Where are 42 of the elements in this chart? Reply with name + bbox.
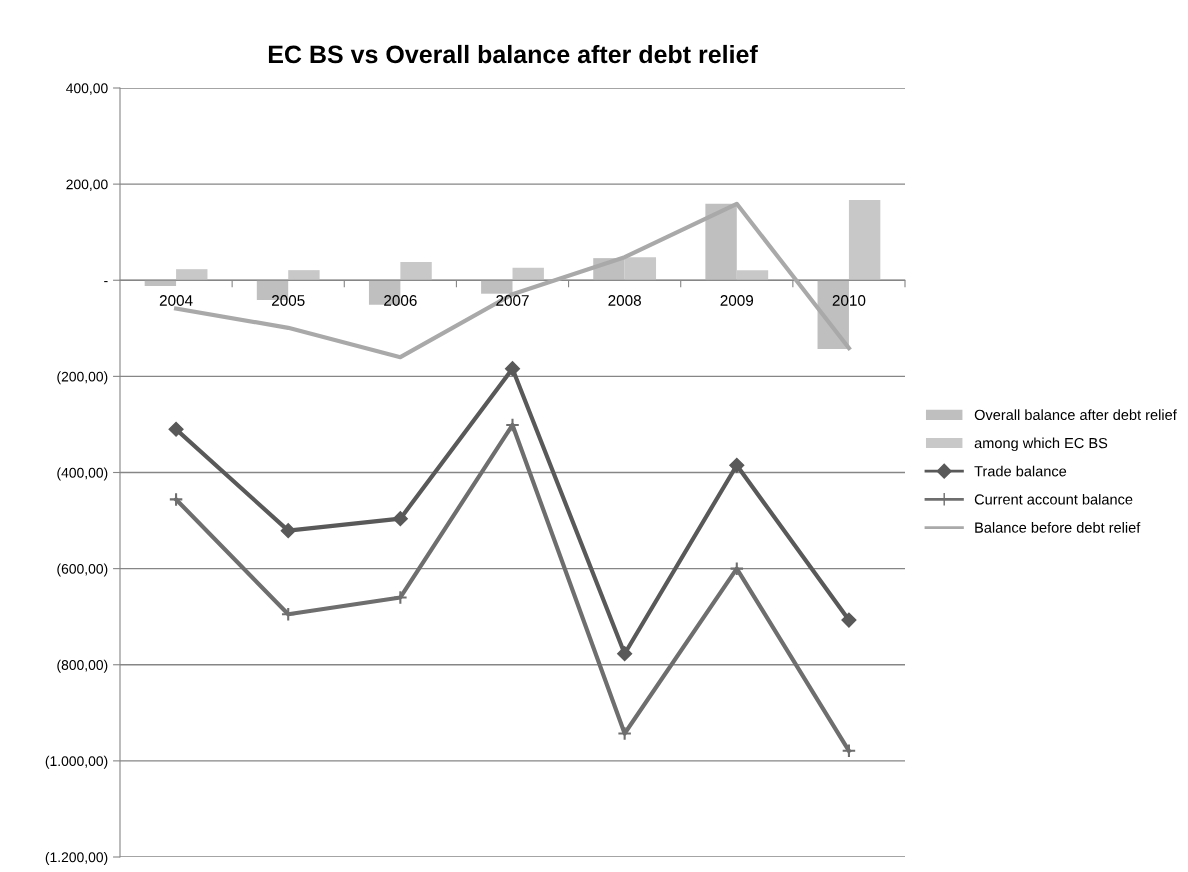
point <box>280 523 296 539</box>
x-tick-label: 2005 <box>271 295 305 306</box>
point <box>280 606 296 622</box>
point <box>729 457 745 473</box>
legend-label: Overall balance after debt relief <box>974 409 1177 421</box>
y-tick-label: (800,00) <box>57 659 108 673</box>
x-tick-label: 2004 <box>159 295 193 306</box>
point <box>392 511 408 527</box>
bar <box>512 267 544 281</box>
y-tick-label: 400,00 <box>66 83 108 95</box>
x-tick-label: 2007 <box>496 295 529 306</box>
bar <box>848 199 881 281</box>
bar <box>288 270 320 281</box>
y-tick-label: 200,00 <box>66 179 108 191</box>
point <box>168 492 184 507</box>
point <box>729 561 745 576</box>
x-tick-label: 2009 <box>720 295 754 306</box>
point <box>617 726 632 741</box>
x-tick-label: 2006 <box>384 295 417 306</box>
legend-label: Current account balance <box>974 493 1133 505</box>
point <box>841 612 857 628</box>
x-tick-label: 2010 <box>832 295 866 306</box>
bar <box>481 280 513 294</box>
chart-title: EC BS vs Overall balance after debt relief <box>268 44 758 64</box>
x-tick-label: 2008 <box>608 295 641 306</box>
y-tick-label: (600,00) <box>57 563 108 577</box>
legend-label: among which EC BS <box>974 437 1108 452</box>
bar <box>400 261 432 281</box>
y-tick-label: - <box>104 281 108 283</box>
y-tick-label: (400,00) <box>57 467 108 481</box>
point <box>841 743 857 759</box>
y-tick-label: (1.200,00) <box>45 851 108 865</box>
y-tick-label: (1.000,00) <box>45 755 108 769</box>
point <box>504 361 521 377</box>
point <box>168 421 184 437</box>
legend-label: Balance before debt relief <box>975 522 1141 533</box>
point <box>617 646 633 662</box>
legend-label: Trade balance <box>974 465 1067 477</box>
point <box>505 417 520 433</box>
bar <box>176 269 208 281</box>
y-tick-label: (200,00) <box>57 371 108 385</box>
point <box>393 590 408 605</box>
